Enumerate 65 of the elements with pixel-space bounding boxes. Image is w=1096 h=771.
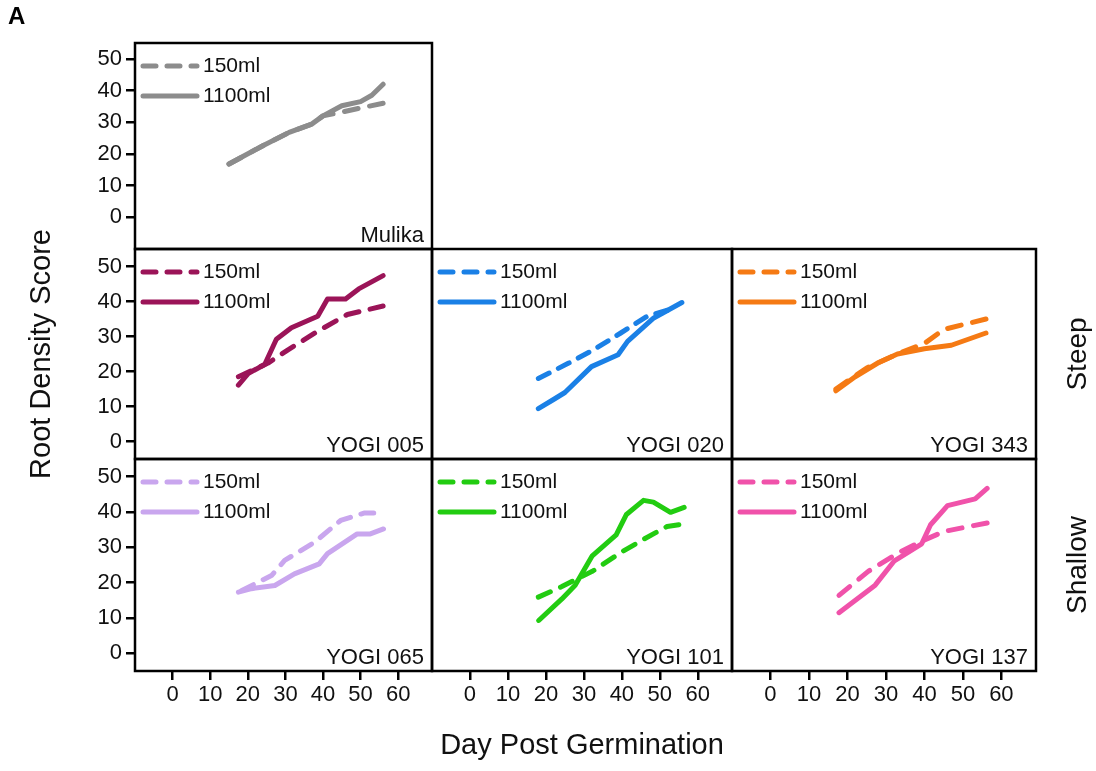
- x-tick-label: 40: [912, 681, 937, 707]
- y-tick-label: 40: [97, 287, 122, 313]
- y-tick-label: 50: [97, 462, 122, 488]
- x-tick-label: 20: [235, 681, 261, 707]
- legend-label: 150ml: [203, 258, 261, 282]
- y-tick-label: 20: [97, 139, 122, 165]
- legend-label: 1100ml: [203, 82, 271, 106]
- x-tick-label: 30: [873, 681, 899, 707]
- legend-label: 150ml: [203, 52, 261, 76]
- annotation: YOGI 020: [626, 432, 724, 458]
- y2-axis-title: Shallow: [1060, 515, 1092, 615]
- y-tick-label: 10: [97, 171, 122, 197]
- legend-label: 1100ml: [203, 288, 271, 312]
- y-tick-label: 40: [97, 76, 122, 102]
- y-tick-label: 0: [109, 639, 122, 665]
- y-tick-label: 10: [97, 604, 122, 630]
- y2-axis-title: Steep: [1060, 317, 1092, 391]
- x-tick-label: 30: [571, 681, 597, 707]
- legend-label: 1100ml: [500, 498, 568, 522]
- annotation: Mulika: [360, 222, 425, 248]
- legend-label: 150ml: [203, 468, 261, 492]
- legend-label: 1100ml: [800, 288, 868, 312]
- annotation: YOGI 065: [326, 644, 424, 670]
- x-tick-label: 10: [197, 681, 223, 707]
- annotation: YOGI 101: [626, 644, 724, 670]
- x-tick-label: 10: [495, 681, 521, 707]
- x-tick-label: 60: [989, 681, 1014, 707]
- x-tick-label: 0: [764, 681, 777, 707]
- y-tick-label: 20: [97, 357, 122, 383]
- legend-label: 150ml: [500, 258, 558, 282]
- annotation: YOGI 343: [930, 432, 1028, 458]
- x-tick-label: 60: [385, 681, 411, 707]
- x-tick-label: 20: [835, 681, 860, 707]
- annotation: YOGI 005: [326, 432, 424, 458]
- annotation: YOGI 137: [930, 644, 1028, 670]
- legend-label: 150ml: [500, 468, 558, 492]
- x-tick-label: 30: [273, 681, 298, 707]
- legend-label: 150ml: [800, 258, 858, 282]
- y-tick-label: 50: [97, 252, 122, 278]
- x-tick-label: 10: [796, 681, 822, 707]
- legend-label: 1100ml: [500, 288, 568, 312]
- y-tick-label: 20: [97, 568, 122, 594]
- x-tick-label: 50: [647, 681, 673, 707]
- y-axis-title: Root Density Score: [24, 229, 57, 479]
- x-tick-label: 40: [609, 681, 635, 707]
- x-tick-label: 0: [166, 681, 179, 707]
- x-tick-label: 60: [685, 681, 711, 707]
- y-tick-label: 30: [97, 108, 122, 134]
- x-tick-label: 50: [950, 681, 976, 707]
- y-tick-label: 30: [97, 533, 122, 559]
- x-tick-label: 0: [463, 681, 477, 707]
- y-tick-label: 40: [97, 498, 122, 524]
- y-tick-label: 50: [97, 44, 122, 70]
- x-tick-label: 20: [533, 681, 559, 707]
- y-tick-label: 10: [97, 392, 122, 418]
- x-tick-label: 50: [348, 681, 373, 707]
- x-axis-title: Day Post Germination: [440, 727, 724, 760]
- legend-label: 1100ml: [203, 498, 271, 522]
- y-tick-label: 0: [109, 203, 122, 229]
- y-tick-label: 0: [109, 427, 122, 453]
- chart-title: A: [8, 2, 26, 30]
- legend-label: 1100ml: [800, 498, 868, 522]
- x-tick-label: 40: [310, 681, 336, 707]
- y-tick-label: 30: [97, 322, 122, 348]
- legend-label: 150ml: [800, 468, 858, 492]
